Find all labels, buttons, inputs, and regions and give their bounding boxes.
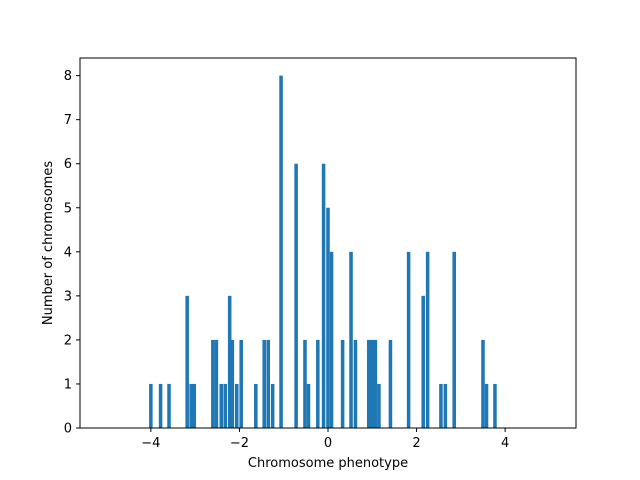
y-axis-label: Number of chromosomes — [41, 161, 56, 325]
bar — [388, 339, 393, 428]
bar — [340, 339, 345, 428]
bar — [185, 295, 189, 428]
bar — [227, 295, 232, 428]
y-tick-label: 1 — [64, 377, 72, 392]
bar — [230, 339, 235, 428]
bar — [373, 339, 378, 428]
bar — [370, 339, 375, 428]
x-tick-label: 4 — [501, 436, 509, 451]
bar — [439, 383, 443, 428]
y-tick-label: 3 — [64, 289, 72, 304]
bar — [189, 383, 193, 428]
y-axis: 0 1 2 3 4 5 6 7 8 — [64, 69, 80, 437]
y-tick-label: 4 — [64, 245, 72, 260]
bar — [481, 339, 485, 428]
bar — [316, 339, 320, 428]
bar — [211, 339, 215, 428]
bar — [254, 383, 258, 428]
bar — [239, 339, 243, 428]
bar — [149, 383, 153, 428]
bar — [270, 383, 275, 428]
bar — [452, 251, 456, 428]
bar — [321, 163, 326, 428]
bar — [219, 383, 224, 428]
bar — [329, 251, 334, 428]
x-tick-label: 2 — [412, 436, 420, 451]
bar — [493, 383, 497, 428]
y-tick-label: 6 — [64, 157, 72, 172]
bar — [266, 339, 270, 428]
x-axis: −4 −2 0 2 4 — [141, 428, 509, 451]
bar — [303, 339, 307, 428]
x-axis-label: Chromosome phenotype — [248, 456, 408, 471]
bar — [192, 383, 197, 428]
y-tick-label: 8 — [64, 69, 72, 84]
x-tick-label: −4 — [141, 436, 160, 451]
bar — [443, 383, 448, 428]
bar — [366, 339, 371, 428]
bar — [349, 251, 353, 428]
y-tick-label: 2 — [64, 333, 72, 348]
bar — [425, 251, 430, 428]
bar — [158, 383, 163, 428]
bar — [484, 383, 489, 428]
y-tick-label: 0 — [64, 422, 72, 437]
bar — [167, 383, 171, 428]
y-tick-label: 7 — [64, 113, 72, 128]
bar — [406, 251, 411, 428]
y-tick-label: 5 — [64, 201, 72, 216]
bar — [279, 75, 283, 428]
bar — [377, 383, 381, 428]
bar — [262, 339, 266, 428]
bar — [235, 383, 239, 428]
bar — [306, 383, 311, 428]
x-tick-label: 0 — [324, 436, 332, 451]
bar — [214, 339, 219, 428]
bar-series — [149, 75, 497, 428]
bar — [421, 295, 425, 428]
bar — [326, 207, 330, 428]
bar — [353, 339, 358, 428]
x-tick-label: −2 — [230, 436, 249, 451]
bar — [223, 383, 228, 428]
bar — [294, 163, 298, 428]
